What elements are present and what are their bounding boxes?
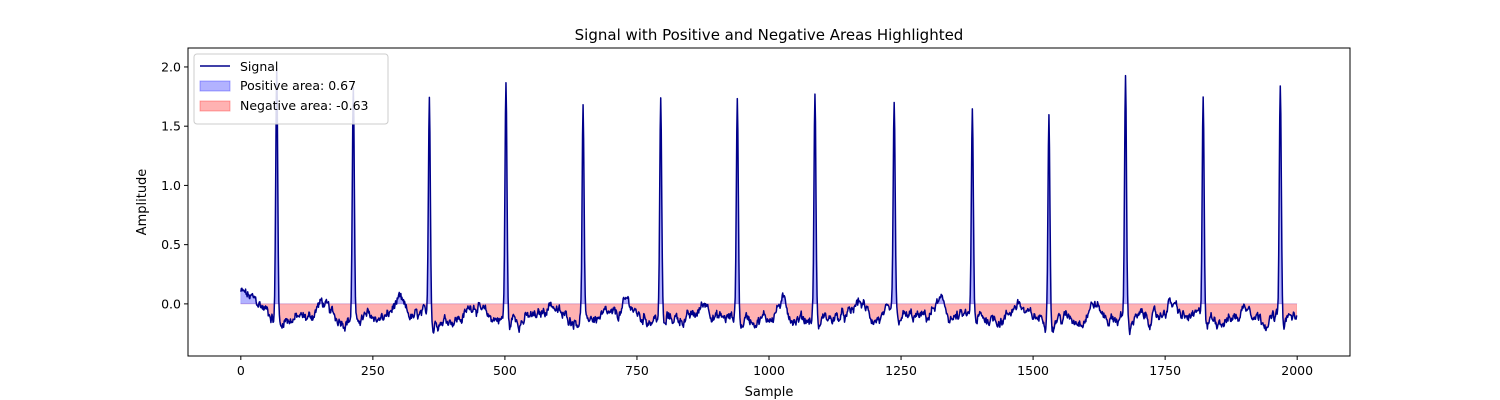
legend: Signal Positive area: 0.67 Negative area… — [193, 53, 389, 125]
signal-line — [240, 67, 1298, 336]
y-tick-label: 1.0 — [161, 178, 181, 193]
x-axis-ticks: 0 250 500 750 1000 1250 1500 1750 2000 — [237, 356, 1313, 378]
x-tick-label: 1750 — [1149, 363, 1181, 378]
legend-box — [193, 53, 389, 125]
legend-negative-swatch — [199, 100, 231, 112]
x-tick-label: 1500 — [1017, 363, 1049, 378]
x-tick-label: 0 — [237, 363, 245, 378]
x-tick-label: 2000 — [1281, 363, 1313, 378]
legend-signal-label: Signal — [240, 59, 278, 74]
y-axis-label: Amplitude — [135, 169, 150, 236]
x-tick-label: 750 — [625, 363, 649, 378]
legend-positive-swatch — [199, 80, 231, 92]
signal-line-layer — [240, 67, 1298, 336]
y-tick-label: 2.0 — [161, 59, 181, 74]
y-tick-label: 0.5 — [161, 237, 181, 252]
y-axis-ticks: 0.0 0.5 1.0 1.5 2.0 — [161, 59, 188, 311]
x-axis-label: Sample — [745, 385, 794, 400]
y-tick-label: 1.5 — [161, 119, 181, 134]
x-tick-label: 1000 — [753, 363, 785, 378]
chart-title: Signal with Positive and Negative Areas … — [575, 26, 964, 44]
x-tick-label: 1250 — [885, 363, 917, 378]
x-tick-label: 500 — [493, 363, 517, 378]
legend-negative-label: Negative area: -0.63 — [240, 98, 368, 113]
x-tick-label: 250 — [361, 363, 385, 378]
y-tick-label: 0.0 — [161, 296, 181, 311]
legend-positive-label: Positive area: 0.67 — [240, 78, 356, 93]
